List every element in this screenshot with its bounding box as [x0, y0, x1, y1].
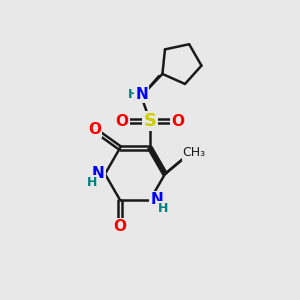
Text: N: N — [150, 193, 163, 208]
Text: CH₃: CH₃ — [182, 146, 206, 160]
Text: N: N — [92, 167, 105, 182]
Text: N: N — [135, 86, 148, 101]
Text: H: H — [158, 202, 168, 215]
Text: O: O — [116, 113, 129, 128]
Text: O: O — [88, 122, 101, 137]
Text: H: H — [128, 88, 138, 100]
Text: S: S — [143, 112, 157, 130]
Text: O: O — [171, 113, 184, 128]
Text: O: O — [113, 220, 127, 235]
Text: H: H — [87, 176, 98, 189]
